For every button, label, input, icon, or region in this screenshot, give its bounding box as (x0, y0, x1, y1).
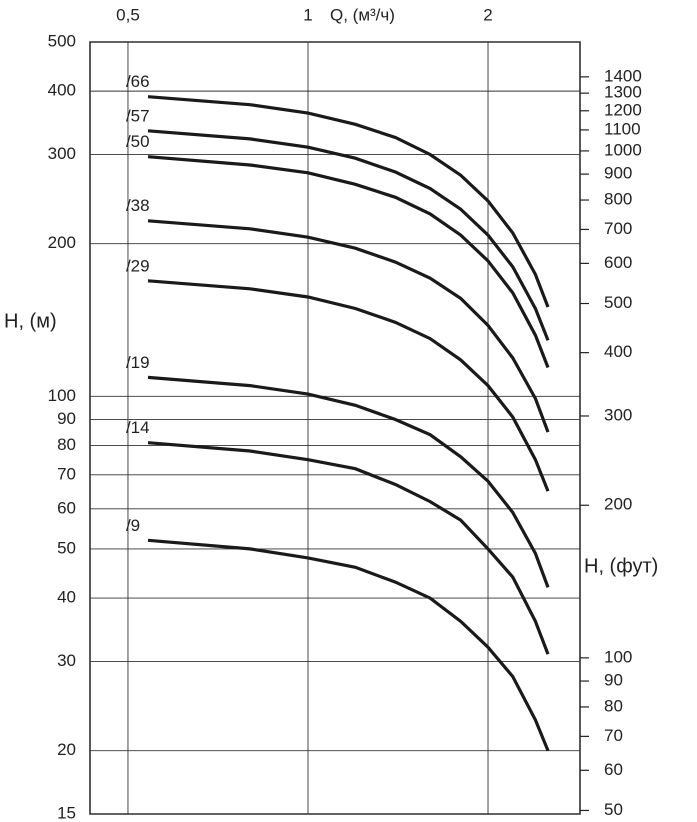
y-tick-label: 50 (57, 538, 76, 557)
y2-tick-label: 800 (604, 190, 632, 209)
y2-tick-label: 1000 (604, 140, 642, 159)
pump-curve (147, 441, 550, 655)
y-tick-label: 400 (48, 81, 76, 100)
curve-label: /29 (126, 256, 150, 275)
y2-tick-label: 50 (604, 800, 623, 819)
y2-tick-label: 1400 (604, 66, 642, 85)
y2-tick-label: 90 (604, 671, 623, 690)
y2-tick-label: 400 (604, 342, 632, 361)
y2-tick-label: 80 (604, 696, 623, 715)
pump-curve (147, 279, 550, 492)
y2-tick-label: 500 (604, 293, 632, 312)
curve-label: /14 (126, 418, 150, 437)
curve-label: /57 (126, 106, 150, 125)
pump-curve (147, 95, 550, 308)
y2-axis-label: H, (фут) (584, 555, 658, 577)
pump-curve (147, 219, 550, 433)
curve-label: /9 (126, 516, 140, 535)
y2-tick-label: 1300 (604, 83, 642, 102)
curve-label: /66 (126, 72, 150, 91)
curve-label: /19 (126, 353, 150, 372)
x-tick-label: 2 (483, 5, 492, 24)
x-axis-label: Q, (м³/ч) (330, 5, 395, 24)
pump-curve (147, 155, 550, 369)
y-tick-label: 60 (57, 498, 76, 517)
y-axis-label: H, (м) (4, 310, 57, 332)
pump-curve (147, 538, 550, 752)
y-tick-label: 80 (57, 435, 76, 454)
y2-tick-label: 1200 (604, 100, 642, 119)
y-tick-label: 40 (57, 588, 76, 607)
pump-curve (147, 129, 550, 341)
y2-tick-label: 60 (604, 760, 623, 779)
y2-tick-label: 600 (604, 253, 632, 272)
y-tick-label: 500 (48, 31, 76, 50)
y-tick-label: 30 (57, 651, 76, 670)
pump-curve (147, 375, 550, 588)
y2-tick-label: 300 (604, 405, 632, 424)
y2-tick-label: 1100 (604, 119, 641, 138)
y-tick-label: 200 (48, 233, 76, 252)
y-tick-label: 100 (48, 386, 76, 405)
y2-tick-label: 100 (604, 647, 632, 666)
y-tick-label: 15 (57, 803, 76, 822)
y2-tick-label: 70 (604, 726, 623, 745)
y2-tick-label: 200 (604, 495, 632, 514)
y2-tick-label: 700 (604, 219, 632, 238)
x-tick-label: 1 (303, 5, 312, 24)
y-tick-label: 70 (57, 464, 76, 483)
y2-tick-label: 900 (604, 164, 632, 183)
x-tick-label: 0,5 (116, 5, 140, 24)
y-tick-label: 20 (57, 740, 76, 759)
curve-label: /50 (126, 132, 150, 151)
curve-label: /38 (126, 196, 150, 215)
y-tick-label: 300 (48, 144, 76, 163)
y-tick-label: 90 (57, 409, 76, 428)
